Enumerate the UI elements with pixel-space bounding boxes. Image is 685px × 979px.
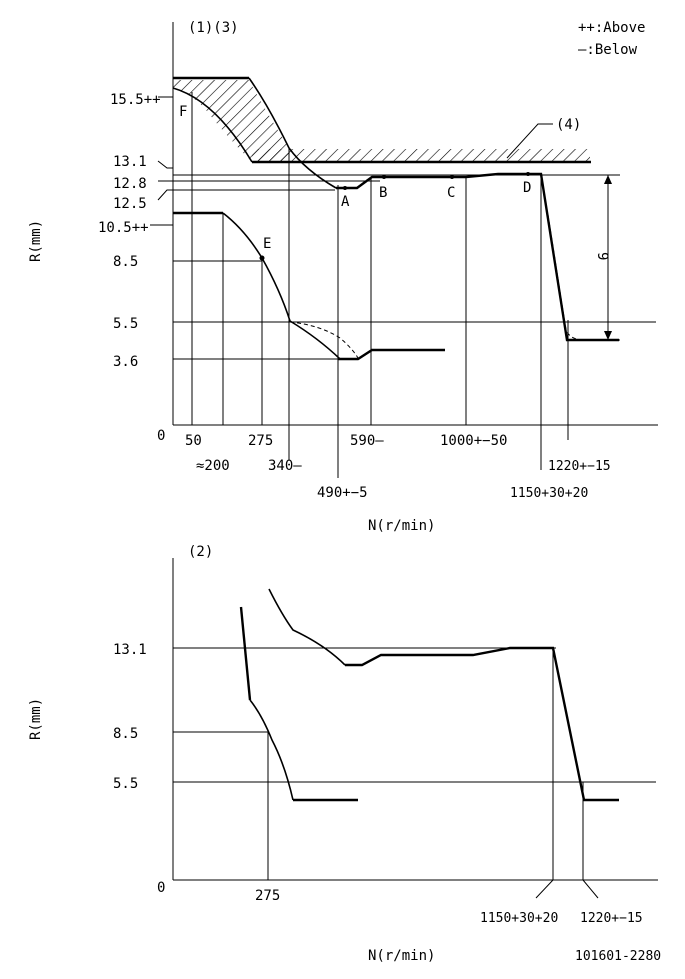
idle-curve [222, 212, 341, 360]
x-tick-1220: 1220+−15 [548, 459, 611, 474]
bottom-full-curve [268, 588, 346, 666]
hatch-lower-edge [172, 87, 253, 163]
leader-13-1 [157, 160, 173, 169]
legend-above: ++:Above [578, 20, 645, 36]
point-A: A [341, 194, 350, 210]
y-tick-5-5: 5.5 [113, 316, 138, 332]
leader-12-5 [157, 189, 173, 201]
bottom-idle-curve [249, 699, 294, 801]
point-C-marker [450, 175, 454, 179]
dimension-label: 9 [594, 252, 610, 260]
point-E-marker [259, 255, 265, 261]
y-tick-3-6: 3.6 [113, 354, 138, 370]
drawing-code: 101601-2280 [575, 949, 661, 964]
x-tick-50: 50 [185, 433, 202, 449]
full-load-curve [336, 172, 619, 342]
idle-plateau [338, 348, 445, 361]
dimension-arrow-bottom [604, 331, 612, 340]
x-tick-590: 590— [350, 433, 384, 449]
y-tick-0: 0 [157, 428, 165, 444]
y-tick-10-5: 10.5++ [98, 220, 149, 236]
top-chart-title: (1)(3) [188, 20, 239, 36]
leader-4 [506, 123, 553, 159]
bottom-y-tick-13-1: 13.1 [113, 642, 147, 658]
point-A-marker [343, 186, 347, 190]
bottom-y-label: R(mm) [28, 698, 44, 740]
y-tick-15-5: 15.5++ [110, 92, 161, 108]
x-tick-200: ≈200 [196, 458, 230, 474]
idle-dashed [289, 321, 359, 359]
point-E: E [263, 236, 271, 252]
legend-below: —:Below [578, 42, 638, 58]
y-tick-12-5: 12.5 [113, 196, 147, 212]
dimension-arrow-top [604, 175, 612, 184]
label-4: (4) [556, 117, 581, 133]
bottom-x-label: N(r/min) [368, 948, 435, 964]
point-F: F [179, 104, 187, 120]
x-tick-275: 275 [248, 433, 273, 449]
point-B: B [379, 185, 387, 201]
x-tick-340: 340— [268, 458, 302, 474]
top-y-label: R(mm) [28, 220, 44, 262]
x-tick-490: 490+−5 [317, 485, 368, 501]
bottom-x-tick-275: 275 [255, 888, 280, 904]
full-load-dashed [547, 214, 586, 341]
bottom-chart-title: (2) [188, 544, 213, 560]
x-tick-1150: 1150+30+20 [510, 486, 588, 501]
upper-boundary-curve [248, 77, 337, 189]
x-tick-1000: 1000+−50 [440, 433, 507, 449]
point-C: C [447, 185, 455, 201]
hatch-region-stop [252, 149, 590, 161]
hatch-region-left [173, 80, 289, 162]
y-tick-13-1: 13.1 [113, 154, 147, 170]
bottom-leader-1220 [582, 879, 599, 899]
point-D: D [523, 180, 531, 196]
bottom-full-load [345, 646, 619, 802]
bottom-idle-steep [239, 606, 252, 701]
bottom-x-tick-1150: 1150+30+20 [480, 911, 558, 926]
point-D-marker [526, 172, 530, 176]
bottom-y-tick-5-5: 5.5 [113, 776, 138, 792]
y-tick-8-5: 8.5 [113, 254, 138, 270]
bottom-chart: (2) 13.1 8.5 5.5 0 R(mm) 275 1150+30+20 … [28, 544, 658, 964]
bottom-y-tick-0: 0 [157, 880, 165, 896]
top-x-label: N(r/min) [368, 518, 435, 534]
bottom-x-tick-1220: 1220+−15 [580, 911, 643, 926]
point-B-marker [382, 175, 386, 179]
bottom-y-tick-8-5: 8.5 [113, 726, 138, 742]
top-chart: (1)(3) 15.5++ 13.1 12.8 12.5 10.5++ 8.5 … [28, 20, 658, 534]
y-tick-12-8: 12.8 [113, 176, 147, 192]
bottom-leader-1150 [535, 879, 554, 899]
